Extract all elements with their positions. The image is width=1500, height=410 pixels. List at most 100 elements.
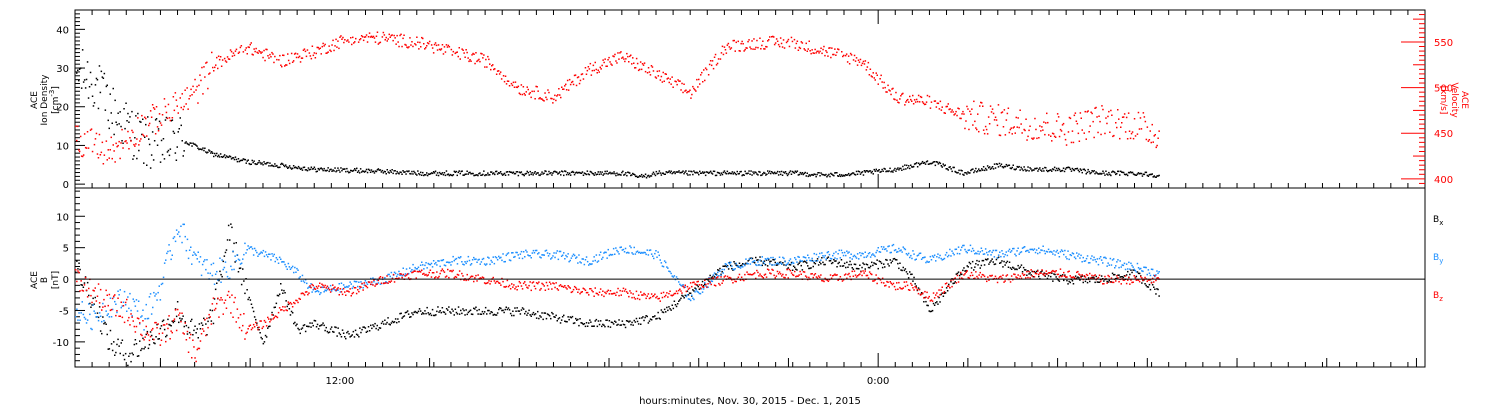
data-point <box>417 170 419 172</box>
data-point <box>598 173 600 176</box>
data-point <box>1043 250 1045 252</box>
data-point <box>823 280 825 283</box>
data-point <box>296 267 298 270</box>
data-point <box>161 114 164 116</box>
data-point <box>634 253 637 255</box>
data-point <box>1081 261 1083 263</box>
data-point <box>577 171 580 174</box>
data-point <box>1069 254 1071 256</box>
data-point <box>319 282 321 284</box>
data-point <box>1013 247 1015 250</box>
data-point <box>443 264 446 266</box>
data-point <box>387 273 389 276</box>
data-point <box>735 41 737 44</box>
data-point <box>707 279 709 281</box>
data-point <box>764 258 767 260</box>
data-point <box>156 299 158 301</box>
data-point <box>1130 171 1133 174</box>
data-point <box>411 312 413 314</box>
data-point <box>1031 270 1033 273</box>
data-point <box>96 153 99 155</box>
data-point <box>775 38 778 40</box>
data-point <box>326 169 328 172</box>
data-point <box>470 60 472 62</box>
data-point <box>441 259 444 262</box>
data-point <box>941 106 943 108</box>
data-point <box>853 173 856 176</box>
data-point <box>1157 175 1159 177</box>
data-point <box>411 271 413 274</box>
data-point <box>160 139 163 142</box>
data-point <box>629 172 631 174</box>
data-point <box>233 242 235 245</box>
data-point <box>561 170 563 172</box>
data-point <box>527 254 529 256</box>
data-point <box>165 116 168 119</box>
data-point <box>169 324 171 326</box>
data-point <box>997 254 1000 256</box>
data-point <box>888 170 890 172</box>
data-point <box>726 265 729 267</box>
data-point <box>160 124 163 126</box>
data-point <box>597 294 600 296</box>
data-point <box>381 320 384 323</box>
data-point <box>311 291 313 293</box>
data-point <box>503 80 506 83</box>
data-point <box>315 52 317 55</box>
data-point <box>318 169 320 171</box>
data-point <box>245 162 247 164</box>
data-point <box>921 160 924 163</box>
data-point <box>81 289 83 292</box>
data-point <box>294 166 297 168</box>
data-point <box>373 37 376 39</box>
data-point <box>286 166 288 168</box>
data-point <box>135 115 137 117</box>
data-point <box>892 87 894 90</box>
data-point <box>263 319 266 322</box>
data-point <box>942 295 945 297</box>
data-point <box>705 283 707 286</box>
data-point <box>122 142 124 144</box>
data-point <box>787 262 789 264</box>
data-point <box>724 265 727 267</box>
data-point <box>555 171 557 173</box>
data-point <box>924 256 926 258</box>
data-point <box>894 167 896 170</box>
data-point <box>331 170 333 172</box>
data-point <box>1040 169 1042 171</box>
data-point <box>722 171 725 174</box>
data-point <box>209 316 211 318</box>
data-point <box>120 306 122 309</box>
data-point <box>221 299 223 301</box>
data-point <box>700 288 703 290</box>
data-point <box>914 259 916 261</box>
data-point <box>911 273 913 275</box>
data-point <box>258 160 260 162</box>
data-point <box>817 172 819 174</box>
data-point <box>1051 140 1053 142</box>
data-point <box>933 254 936 256</box>
data-point <box>539 289 541 291</box>
data-point <box>400 312 402 315</box>
data-point <box>600 68 602 70</box>
data-point <box>156 144 159 146</box>
data-point <box>851 270 853 273</box>
data-point <box>429 312 432 315</box>
data-point <box>1045 167 1047 169</box>
data-point <box>757 46 759 49</box>
data-point <box>527 171 529 174</box>
data-point <box>235 260 237 262</box>
data-point <box>352 36 354 39</box>
data-point <box>472 52 474 55</box>
data-point <box>528 255 530 257</box>
data-point <box>586 325 589 327</box>
data-point <box>449 270 451 272</box>
data-point <box>376 31 379 33</box>
data-point <box>622 56 624 58</box>
data-point <box>742 174 744 176</box>
data-point <box>856 173 859 175</box>
data-point <box>592 325 594 327</box>
data-point <box>535 249 538 252</box>
data-point <box>647 174 650 177</box>
data-point <box>747 263 749 265</box>
